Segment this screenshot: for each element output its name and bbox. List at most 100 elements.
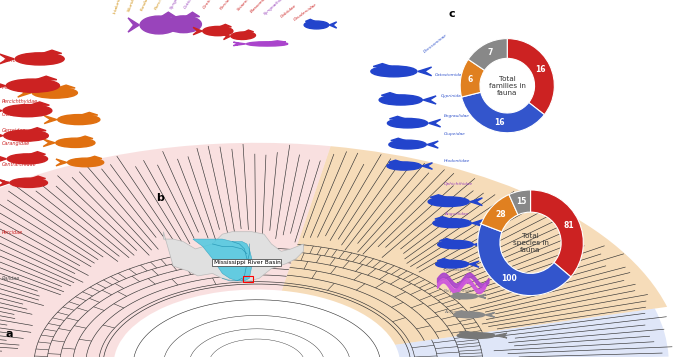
Polygon shape [440,238,453,241]
Polygon shape [474,241,485,248]
Text: Ophichthidae: Ophichthidae [444,182,473,186]
Ellipse shape [6,79,60,92]
Polygon shape [459,331,474,333]
Text: Cottidae: Cottidae [184,0,197,9]
Polygon shape [269,41,286,42]
Text: Percidae: Percidae [2,180,23,185]
Polygon shape [472,220,484,227]
Text: Elassomatidae: Elassomatidae [250,0,275,13]
Polygon shape [469,261,479,267]
Polygon shape [435,217,450,219]
Polygon shape [161,12,176,17]
Text: 7: 7 [487,48,493,57]
Text: Carangidae: Carangidae [2,141,30,146]
Ellipse shape [3,105,52,117]
Text: Polyodontidae: Polyodontidae [444,289,475,293]
Ellipse shape [453,312,485,318]
Text: a: a [5,329,13,339]
Text: Mississippi River Basin: Mississippi River Basin [214,260,280,265]
Text: Oxudercidae: Oxudercidae [293,2,318,22]
Ellipse shape [32,87,77,98]
Ellipse shape [371,66,417,77]
Wedge shape [509,190,530,215]
Polygon shape [193,27,202,35]
Text: Anguillidae: Anguillidae [444,212,469,216]
Polygon shape [0,80,5,91]
Polygon shape [382,92,399,95]
Ellipse shape [166,16,201,32]
Ellipse shape [10,178,47,187]
Ellipse shape [379,95,422,105]
Text: Centrarchidae: Centrarchidae [2,162,37,167]
Text: Moronidae: Moronidae [2,85,28,90]
Wedge shape [0,143,331,357]
Text: Gerreidae: Gerreidae [2,128,26,133]
Text: Catostomidae: Catostomidae [435,73,465,77]
Polygon shape [164,232,303,281]
Ellipse shape [389,140,426,149]
Polygon shape [42,50,62,54]
Polygon shape [306,19,315,21]
Text: 28: 28 [495,210,506,218]
Text: Clupeidae: Clupeidae [444,132,466,136]
Polygon shape [43,139,55,146]
Wedge shape [507,39,554,115]
Ellipse shape [458,333,495,338]
Text: Rajidae: Rajidae [2,276,21,281]
Polygon shape [186,12,199,17]
Polygon shape [496,333,507,338]
Text: Poeciliidae: Poeciliidae [154,0,169,11]
Text: 16: 16 [495,117,505,127]
Text: 15: 15 [516,197,527,206]
Polygon shape [77,136,93,139]
Polygon shape [329,22,337,28]
Ellipse shape [387,162,421,170]
Text: Ictaluridae: Ictaluridae [113,0,124,14]
Ellipse shape [231,32,256,40]
Wedge shape [395,308,669,357]
Text: 81: 81 [563,221,573,230]
Polygon shape [0,179,10,186]
Polygon shape [0,155,6,163]
Polygon shape [429,119,440,127]
Polygon shape [0,106,2,116]
Text: Total
species in
fauna: Total species in fauna [512,233,549,253]
Text: 6: 6 [468,75,473,84]
Polygon shape [0,54,14,64]
Polygon shape [18,89,32,97]
Polygon shape [57,85,75,88]
Polygon shape [28,128,46,131]
Text: Total
families in
fauna: Total families in fauna [489,76,525,96]
Polygon shape [56,159,67,166]
Polygon shape [88,156,102,159]
Polygon shape [418,67,432,76]
Text: Acipenseridae: Acipenseridae [444,310,475,315]
Text: Cichlidae: Cichlidae [2,112,25,117]
Wedge shape [469,39,507,70]
Text: Sciaenidae: Sciaenidae [236,0,256,11]
Text: Percidae: Percidae [219,0,234,11]
Ellipse shape [140,16,178,34]
Ellipse shape [304,21,329,29]
Text: b: b [156,193,164,203]
Ellipse shape [451,294,477,299]
Text: Percidae: Percidae [2,230,23,235]
Polygon shape [30,102,49,105]
Polygon shape [485,313,495,317]
Polygon shape [423,96,436,104]
Polygon shape [470,198,482,206]
Polygon shape [36,76,57,80]
Wedge shape [462,92,545,133]
Text: 16: 16 [536,65,546,74]
Text: Hiodontidae: Hiodontidae [444,159,471,163]
Ellipse shape [8,154,47,164]
Wedge shape [460,59,484,97]
Polygon shape [390,116,406,119]
Wedge shape [481,195,518,232]
Text: c: c [449,9,456,19]
Text: Engraulidae: Engraulidae [444,114,470,118]
Polygon shape [29,152,45,154]
Polygon shape [373,64,392,66]
Polygon shape [223,34,230,40]
Polygon shape [388,160,402,162]
